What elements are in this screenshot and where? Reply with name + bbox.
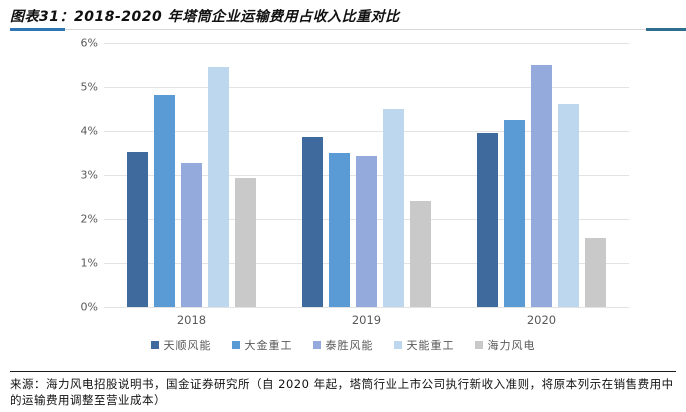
bar-海力风电 [585, 238, 606, 307]
legend-item: 天能重工 [393, 337, 455, 353]
bar-天能重工 [383, 109, 404, 307]
legend-item: 大金重工 [231, 337, 293, 353]
bar-泰胜风能 [531, 64, 552, 307]
x-tick-label: 2019 [351, 313, 382, 327]
y-axis: 0% 1% 2% 3% 4% 5% 6% [54, 37, 98, 314]
y-tick-label: 6% [80, 36, 98, 50]
y-tick-label: 5% [80, 80, 98, 94]
legend-label: 大金重工 [244, 339, 293, 352]
legend-label: 天顺风能 [163, 339, 212, 352]
title-divider [0, 28, 686, 31]
title-underline-accent [10, 28, 65, 31]
legend-swatch-icon [231, 341, 240, 349]
divider-line [10, 29, 686, 30]
bar-海力风电 [410, 201, 431, 307]
y-tick-label: 3% [80, 168, 98, 182]
figure-title: 图表31：2018-2020 年塔筒企业运输费用占收入比重对比 [10, 9, 400, 25]
bar-大金重工 [329, 153, 350, 307]
bar-泰胜风能 [181, 162, 202, 307]
divider-end-accent [646, 28, 686, 31]
y-tick-label: 1% [80, 256, 98, 270]
gridline [104, 130, 629, 132]
x-tick-label: 2020 [526, 313, 557, 327]
legend-item: 泰胜风能 [312, 337, 374, 353]
bar-天顺风能 [477, 132, 498, 307]
legend-swatch-icon [312, 341, 321, 349]
legend-swatch-icon [393, 341, 402, 349]
legend-label: 天能重工 [406, 339, 455, 352]
bar-group-2018 [104, 43, 279, 307]
bar-group-2020 [454, 43, 629, 307]
y-tick-label: 4% [80, 124, 98, 138]
legend-item: 天顺风能 [150, 337, 212, 353]
legend-swatch-icon [474, 341, 483, 349]
y-tick-label: 0% [80, 300, 98, 314]
gridline [104, 42, 629, 44]
bar-group-2019 [279, 43, 454, 307]
source-note: 来源：海力风电招股说明书，国金证券研究所（自 2020 年起，塔筒行业上市公司执… [10, 371, 676, 408]
legend-swatch-icon [150, 341, 159, 349]
bar-大金重工 [154, 95, 175, 307]
y-tick-label: 2% [80, 212, 98, 226]
legend-label: 海力风电 [487, 339, 536, 352]
bar-天能重工 [558, 103, 579, 307]
bar-泰胜风能 [356, 155, 377, 307]
bar-海力风电 [235, 178, 256, 307]
bar-chart: 0% 1% 2% 3% 4% 5% 6% 2018 2019 2020 天顺风能 大金重工 泰胜风能… [0, 36, 686, 352]
legend: 天顺风能 大金重工 泰胜风能 天能重工 海力风电 [0, 337, 686, 353]
legend-label: 泰胜风能 [325, 339, 374, 352]
x-tick-label: 2018 [176, 313, 207, 327]
x-axis: 2018 2019 2020 [104, 313, 629, 327]
gridline [104, 86, 629, 88]
bar-groups [104, 43, 629, 307]
plot-area [104, 42, 629, 308]
bar-天顺风能 [127, 151, 148, 307]
legend-item: 海力风电 [474, 337, 536, 353]
gridline [104, 306, 629, 308]
bar-天能重工 [208, 67, 229, 307]
bar-天顺风能 [302, 136, 323, 307]
bar-大金重工 [504, 119, 525, 307]
